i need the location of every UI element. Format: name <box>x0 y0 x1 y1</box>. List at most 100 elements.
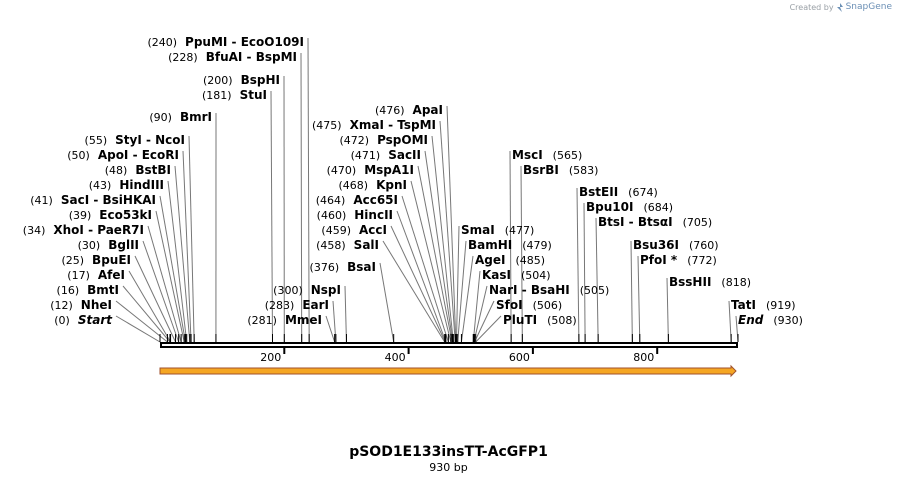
site-name: SmaI <box>461 223 495 237</box>
site-acci[interactable]: AccI (459) <box>321 223 387 237</box>
site-name: PfoI * <box>640 253 678 267</box>
site-mspa1i[interactable]: MspA1I (470) <box>327 163 414 177</box>
site-bsrbi[interactable]: BsrBI (583) <box>523 163 598 177</box>
site-position: (485) <box>515 254 545 267</box>
site-position: (919) <box>766 299 796 312</box>
site-bmti[interactable]: BmtI (16) <box>57 283 119 297</box>
site-hincii[interactable]: HincII (460) <box>317 208 393 222</box>
site-eari[interactable]: EarI (283) <box>265 298 329 312</box>
leader-line <box>115 315 161 343</box>
site-name: BglII <box>108 238 139 252</box>
site-position: (48) <box>105 164 128 177</box>
site-apoi[interactable]: ApoI - EcoRI (50) <box>67 148 179 162</box>
site-name: AccI <box>359 223 387 237</box>
map-title-block: pSOD1E133insTT-AcGFP1 930 bp <box>0 444 897 475</box>
leader-line <box>115 300 168 343</box>
site-nari[interactable]: NarI - BsaHI (505) <box>489 283 609 297</box>
site-bpuei[interactable]: BpuEI (25) <box>61 253 131 267</box>
leader-line <box>147 225 182 343</box>
leader-line <box>155 210 185 343</box>
site-styi[interactable]: StyI - NcoI (55) <box>85 133 185 147</box>
site-end[interactable]: End (930) <box>738 313 803 327</box>
site-nspi[interactable]: NspI (300) <box>273 283 341 297</box>
site-position: (508) <box>547 314 577 327</box>
site-start[interactable]: Start (0) <box>54 313 113 327</box>
site-msci[interactable]: MscI (565) <box>512 148 582 162</box>
site-bmri[interactable]: BmrI (90) <box>149 110 212 124</box>
site-name: XmaI - TspMI <box>350 118 436 132</box>
site-position: (772) <box>687 254 717 267</box>
site-bsu36i[interactable]: Bsu36I (760) <box>633 238 719 252</box>
site-kasi[interactable]: KasI (504) <box>482 268 551 282</box>
site-xhoi[interactable]: XhoI - PaeR7I (34) <box>23 223 144 237</box>
site-pluti[interactable]: PluTI (508) <box>503 313 577 327</box>
site-name: KasI <box>482 268 511 282</box>
site-nhei[interactable]: NheI (12) <box>50 298 112 312</box>
backbone-right-cap <box>736 342 738 348</box>
leader-line <box>595 217 599 343</box>
site-position: (283) <box>265 299 295 312</box>
site-position: (34) <box>23 224 46 237</box>
site-bamhi[interactable]: BamHI (479) <box>468 238 552 252</box>
site-kpni[interactable]: KpnI (468) <box>339 178 408 192</box>
site-name: KpnI <box>376 178 407 192</box>
site-name: BamHI <box>468 238 512 252</box>
site-eco53ki[interactable]: Eco53kI (39) <box>69 208 152 222</box>
site-sfoi[interactable]: SfoI (506) <box>496 298 562 312</box>
site-bsshii[interactable]: BssHII (818) <box>669 275 751 289</box>
site-tati[interactable]: TatI (919) <box>731 298 796 312</box>
site-name: BssHII <box>669 275 711 289</box>
site-ppumi[interactable]: PpuMI - EcoO109I (240) <box>147 35 304 49</box>
site-name: ApoI - EcoRI <box>98 148 179 162</box>
site-name: BpuEI <box>92 253 131 267</box>
leader-line <box>472 270 481 343</box>
site-stui[interactable]: StuI (181) <box>202 88 267 102</box>
map-title: pSOD1E133insTT-AcGFP1 <box>349 444 548 460</box>
leader-line <box>122 285 171 343</box>
backbone-bottom-strand <box>160 346 738 348</box>
leader-line <box>182 150 192 343</box>
leader-line <box>159 195 186 343</box>
site-afei[interactable]: AfeI (17) <box>67 268 125 282</box>
site-xmai[interactable]: XmaI - TspMI (475) <box>312 118 436 132</box>
site-hindiii[interactable]: HindIII (43) <box>89 178 164 192</box>
site-name: AgeI <box>475 253 505 267</box>
site-bpu10i[interactable]: Bpu10I (684) <box>586 200 673 214</box>
site-bglii[interactable]: BglII (30) <box>78 238 139 252</box>
site-sacii[interactable]: SacII (471) <box>351 148 421 162</box>
site-mmei[interactable]: MmeI (281) <box>247 313 322 327</box>
site-apai[interactable]: ApaI (476) <box>375 103 443 117</box>
site-name: XhoI - PaeR7I <box>53 223 144 237</box>
leader-line <box>410 180 452 343</box>
site-name: Bpu10I <box>586 200 633 214</box>
site-bsphi[interactable]: BspHI (200) <box>203 73 280 87</box>
map-length: 930 bp <box>429 461 468 474</box>
site-bsteii[interactable]: BstEII (674) <box>579 185 658 199</box>
site-position: (472) <box>339 134 369 147</box>
feature-arrow[interactable] <box>159 364 737 378</box>
site-pspomi[interactable]: PspOMI (472) <box>339 133 428 147</box>
site-name: MmeI <box>285 313 322 327</box>
backbone-top-strand <box>160 342 738 344</box>
site-btsi[interactable]: BtsI - BtsαI (705) <box>598 215 712 229</box>
site-bstbi[interactable]: BstBI (48) <box>105 163 171 177</box>
site-saci[interactable]: SacI - BsiHKAI (41) <box>30 193 156 207</box>
site-acc65i[interactable]: Acc65I (464) <box>316 193 398 207</box>
site-name: PpuMI - EcoO109I <box>185 35 304 49</box>
site-agei[interactable]: AgeI (485) <box>475 253 545 267</box>
site-bfuai[interactable]: BfuAI - BspMI (228) <box>168 50 297 64</box>
site-position: (705) <box>683 216 713 229</box>
leader-line <box>520 165 523 343</box>
site-bsai[interactable]: BsaI (376) <box>310 260 376 274</box>
site-name: PspOMI <box>377 133 428 147</box>
site-name: StuI <box>240 88 267 102</box>
site-position: (477) <box>505 224 535 237</box>
site-position: (468) <box>339 179 369 192</box>
site-name: SfoI <box>496 298 523 312</box>
site-name: BstBI <box>135 163 171 177</box>
leader-line <box>576 187 580 343</box>
site-pfoi[interactable]: PfoI * (772) <box>640 253 717 267</box>
site-sali[interactable]: SalI (458) <box>316 238 379 252</box>
site-name: TatI <box>731 298 756 312</box>
site-smai[interactable]: SmaI (477) <box>461 223 534 237</box>
